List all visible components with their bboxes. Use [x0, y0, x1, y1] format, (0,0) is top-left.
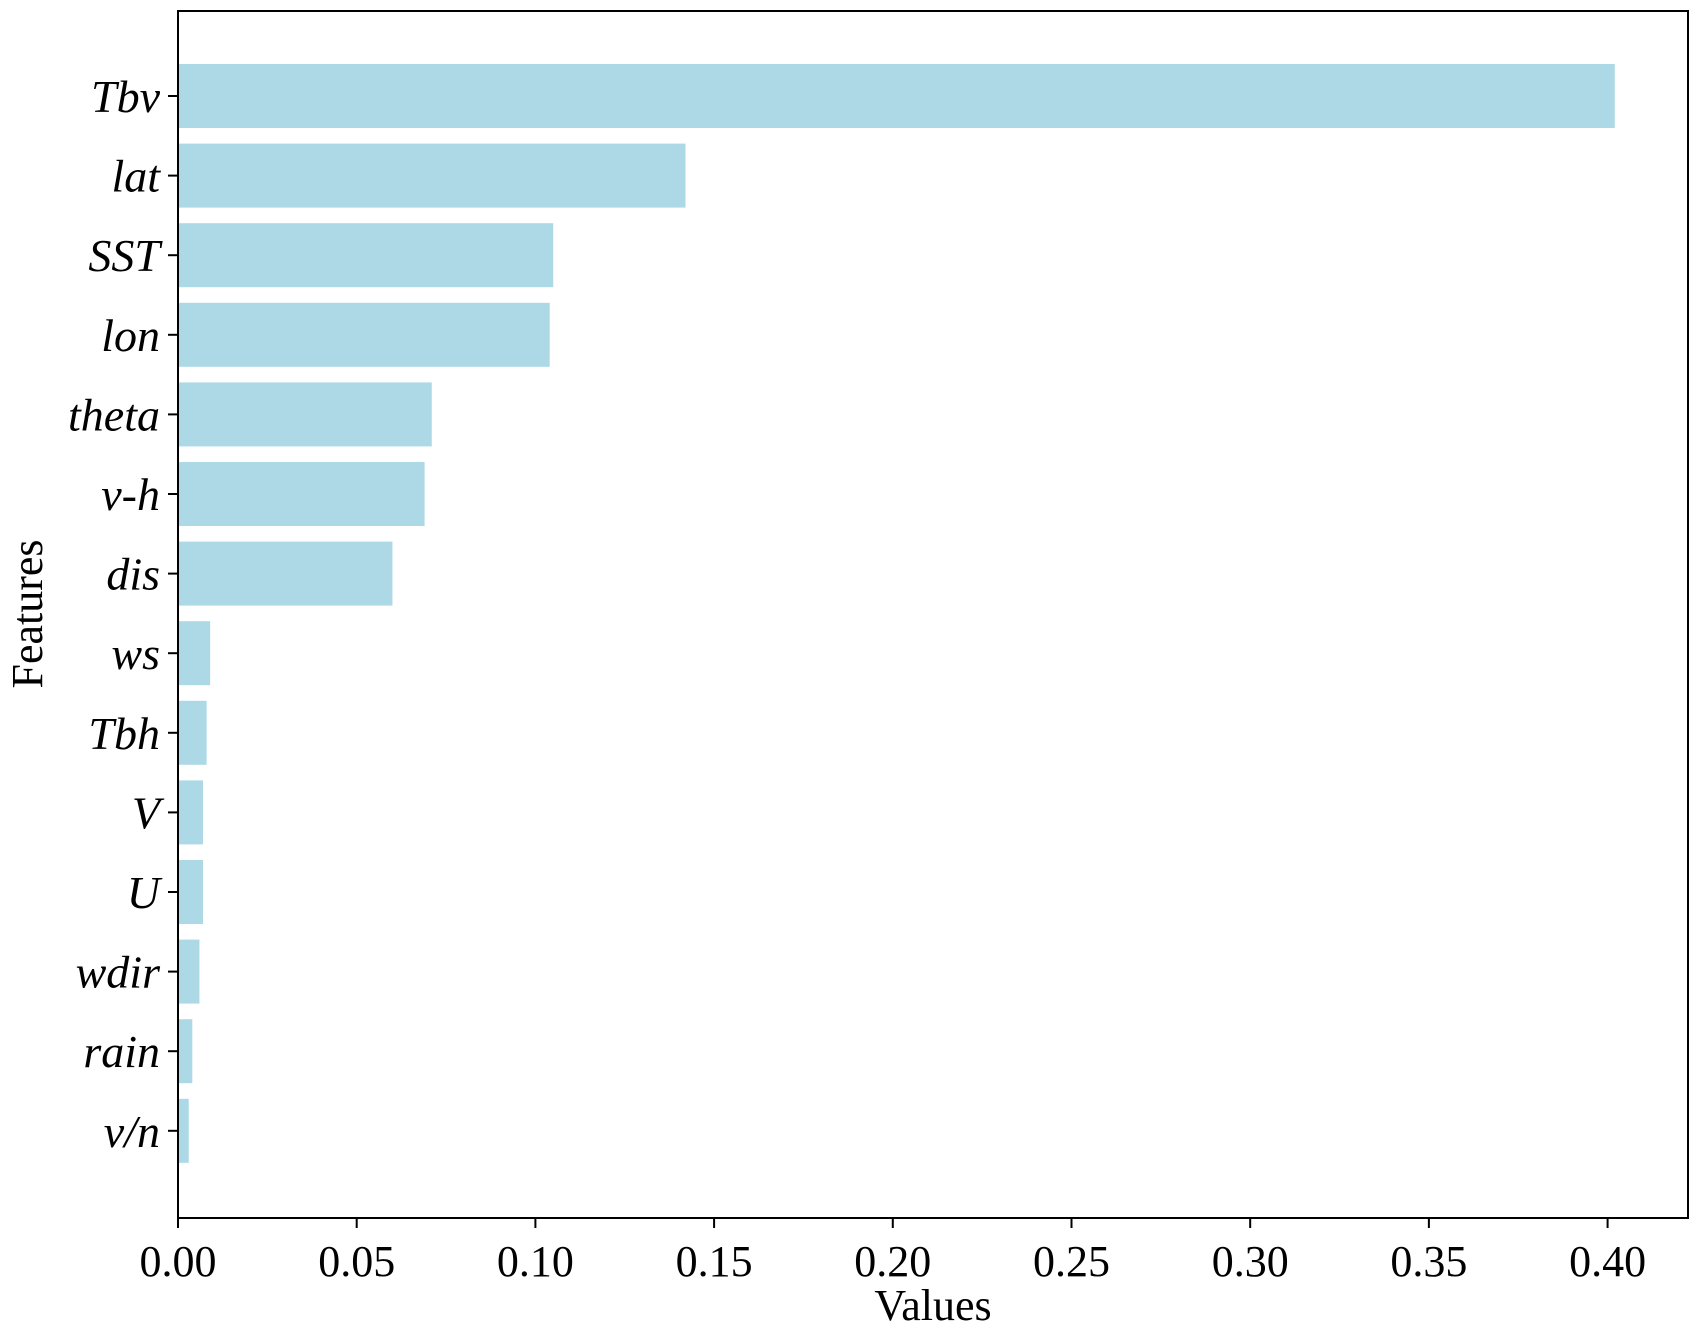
- x-tick-label: 0.40: [1569, 1237, 1646, 1286]
- y-tick-label: U: [127, 867, 163, 918]
- bar-ws: [178, 621, 211, 686]
- x-tick-label: 0.00: [140, 1237, 217, 1286]
- y-axis-title: Features: [3, 539, 52, 688]
- plot-frame: [177, 10, 1689, 1219]
- bar-lat: [178, 143, 686, 208]
- bar-tbv: [178, 64, 1615, 128]
- x-axis-title: Values: [874, 1281, 991, 1330]
- bar-u: [178, 860, 204, 924]
- x-axis: 0.00 0.05 0.10 0.15 0.20 0.25 0.30 0.35 0.40: [140, 1218, 1646, 1286]
- y-tick-label: Tbv: [91, 71, 161, 122]
- y-tick-label: Tbh: [88, 708, 160, 759]
- y-tick-label: SST: [88, 230, 163, 281]
- y-tick-label: theta: [68, 389, 160, 440]
- y-tick-label: rain: [83, 1026, 160, 1077]
- y-tick-label: ws: [111, 628, 160, 679]
- bar-v: [178, 780, 204, 845]
- y-tick-label: lon: [101, 310, 160, 361]
- x-tick-label: 0.20: [854, 1237, 931, 1286]
- x-tick-label: 0.30: [1212, 1237, 1289, 1286]
- x-tick-label: 0.25: [1033, 1237, 1110, 1286]
- bar-sst: [178, 223, 554, 288]
- y-tick-label: wdir: [76, 947, 161, 998]
- bars-layer: [178, 64, 1615, 1163]
- y-tick-label: lat: [111, 151, 161, 202]
- bar-theta: [178, 382, 432, 447]
- bar-v-h: [178, 462, 425, 526]
- x-tick-label: 0.10: [497, 1237, 574, 1286]
- bar-v-n: [178, 1098, 189, 1163]
- x-tick-label: 0.15: [676, 1237, 753, 1286]
- bar-wdir: [178, 939, 200, 1004]
- bar-rain: [178, 1019, 193, 1084]
- y-tick-label: v/n: [104, 1106, 160, 1157]
- bar-tbh: [178, 700, 207, 765]
- y-tick-label: dis: [106, 549, 160, 600]
- x-tick-label: 0.35: [1390, 1237, 1467, 1286]
- bar-lon: [178, 302, 550, 367]
- x-tick-label: 0.05: [318, 1237, 395, 1286]
- y-tick-label: v-h: [101, 469, 160, 520]
- bar-dis: [178, 541, 393, 606]
- y-tick-label: V: [132, 787, 165, 838]
